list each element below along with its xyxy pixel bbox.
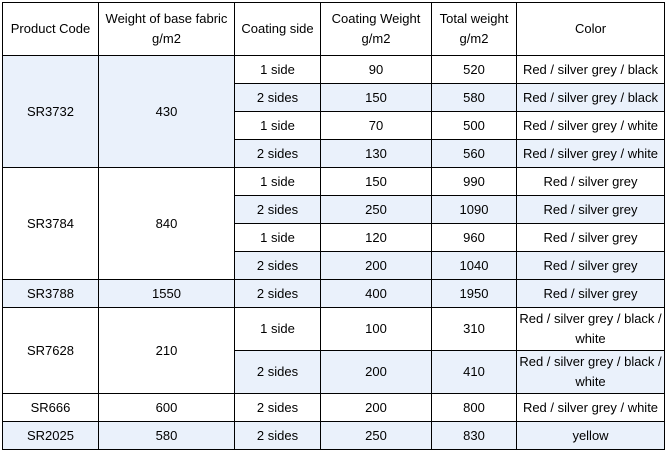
total-weight-cell: 560 [431, 139, 517, 168]
coating-weight-cell: 70 [320, 111, 432, 140]
coating-side-cell: 2 sides [234, 195, 321, 224]
coating-weight-cell: 200 [320, 393, 432, 422]
total-weight-cell: 1950 [431, 279, 517, 308]
header-total-weight: Total weight g/m2 [431, 2, 517, 56]
coating-weight-cell: 120 [320, 223, 432, 252]
base-weight-cell: 600 [98, 393, 235, 422]
color-cell: Red / silver grey / black [516, 83, 665, 112]
base-weight-cell: 840 [98, 167, 235, 280]
color-cell: Red / silver grey / white [516, 111, 665, 140]
table-row: SR3788 1550 2 sides 400 1950 Red / silve… [2, 279, 665, 308]
product-code-cell: SR7628 [2, 307, 99, 394]
header-coating-side: Coating side [234, 2, 321, 56]
table-row: 2 sides 200 410 Red / silver grey / blac… [3, 350, 665, 394]
coating-side-cell: 2 sides [234, 279, 321, 308]
coating-weight-cell: 90 [320, 55, 432, 84]
header-base-weight: Weight of base fabric g/m2 [98, 2, 235, 56]
coating-weight-cell: 400 [320, 279, 432, 308]
color-cell: Red / silver grey [516, 167, 665, 196]
table-row: 2 sides 200 1040 Red / silver grey [3, 251, 665, 280]
total-weight-cell: 1040 [431, 251, 517, 280]
coating-side-cell: 2 sides [234, 350, 321, 394]
base-weight-cell: 1550 [98, 279, 235, 308]
color-cell: Red / silver grey [516, 195, 665, 224]
color-cell: Red / silver grey [516, 251, 665, 280]
coating-weight-cell: 130 [320, 139, 432, 168]
header-row: Product Code Weight of base fabric g/m2 … [2, 2, 665, 56]
coating-weight-cell: 150 [320, 83, 432, 112]
total-weight-cell: 800 [431, 393, 517, 422]
base-weight-cell: 580 [98, 421, 235, 450]
table-row: 2 sides 150 580 Red / silver grey / blac… [3, 83, 665, 112]
base-weight-cell: 210 [98, 307, 235, 394]
table-row: 2 sides 250 1090 Red / silver grey [3, 195, 665, 224]
coating-side-cell: 2 sides [234, 421, 321, 450]
total-weight-cell: 990 [431, 167, 517, 196]
coating-weight-cell: 200 [320, 350, 432, 394]
color-cell: Red / silver grey [516, 223, 665, 252]
color-cell: Red / silver grey / white [516, 139, 665, 168]
total-weight-cell: 830 [431, 421, 517, 450]
total-weight-cell: 1090 [431, 195, 517, 224]
coating-side-cell: 2 sides [234, 139, 321, 168]
total-weight-cell: 410 [431, 350, 517, 394]
table-row: 1 side 70 500 Red / silver grey / white [3, 111, 665, 140]
coating-weight-cell: 100 [320, 307, 432, 351]
coating-weight-cell: 150 [320, 167, 432, 196]
coating-side-cell: 2 sides [234, 251, 321, 280]
product-code-cell: SR2025 [2, 421, 99, 450]
total-weight-cell: 310 [431, 307, 517, 351]
table-row: SR666 600 2 sides 200 800 Red / silver g… [2, 393, 665, 422]
coating-side-cell: 1 side [234, 167, 321, 196]
table-row: SR2025 580 2 sides 250 830 yellow [2, 421, 665, 450]
color-cell: Red / silver grey [516, 279, 665, 308]
header-coating-weight: Coating Weight g/m2 [320, 2, 432, 56]
coating-weight-cell: 200 [320, 251, 432, 280]
header-color: Color [516, 2, 665, 56]
table-row: SR3784 840 1 side 150 990 Red / silver g… [2, 167, 665, 280]
product-table: Product Code Weight of base fabric g/m2 … [2, 2, 665, 450]
coating-side-cell: 2 sides [234, 83, 321, 112]
product-code-cell: SR3732 [2, 55, 99, 168]
color-cell: Red / silver grey / black [516, 55, 665, 84]
total-weight-cell: 520 [431, 55, 517, 84]
table-row: SR3732 430 1 side 90 520 Red / silver gr… [2, 55, 665, 168]
coating-weight-cell: 250 [320, 421, 432, 450]
total-weight-cell: 580 [431, 83, 517, 112]
color-cell: Red / silver grey / black / white [516, 350, 665, 394]
coating-side-cell: 2 sides [234, 393, 321, 422]
coating-side-cell: 1 side [234, 111, 321, 140]
coating-side-cell: 1 side [234, 55, 321, 84]
total-weight-cell: 960 [431, 223, 517, 252]
header-product-code: Product Code [2, 2, 99, 56]
coating-side-cell: 1 side [234, 223, 321, 252]
color-cell: Red / silver grey / white [516, 393, 665, 422]
coating-weight-cell: 250 [320, 195, 432, 224]
table-row: SR7628 210 1 side 100 310 Red / silver g… [2, 307, 665, 394]
product-code-cell: SR666 [2, 393, 99, 422]
base-weight-cell: 430 [98, 55, 235, 168]
total-weight-cell: 500 [431, 111, 517, 140]
color-cell: Red / silver grey / black / white [516, 307, 665, 351]
product-code-cell: SR3788 [2, 279, 99, 308]
coating-side-cell: 1 side [234, 307, 321, 351]
product-code-cell: SR3784 [2, 167, 99, 280]
table-row: 2 sides 130 560 Red / silver grey / whit… [3, 139, 665, 168]
color-cell: yellow [516, 421, 665, 450]
